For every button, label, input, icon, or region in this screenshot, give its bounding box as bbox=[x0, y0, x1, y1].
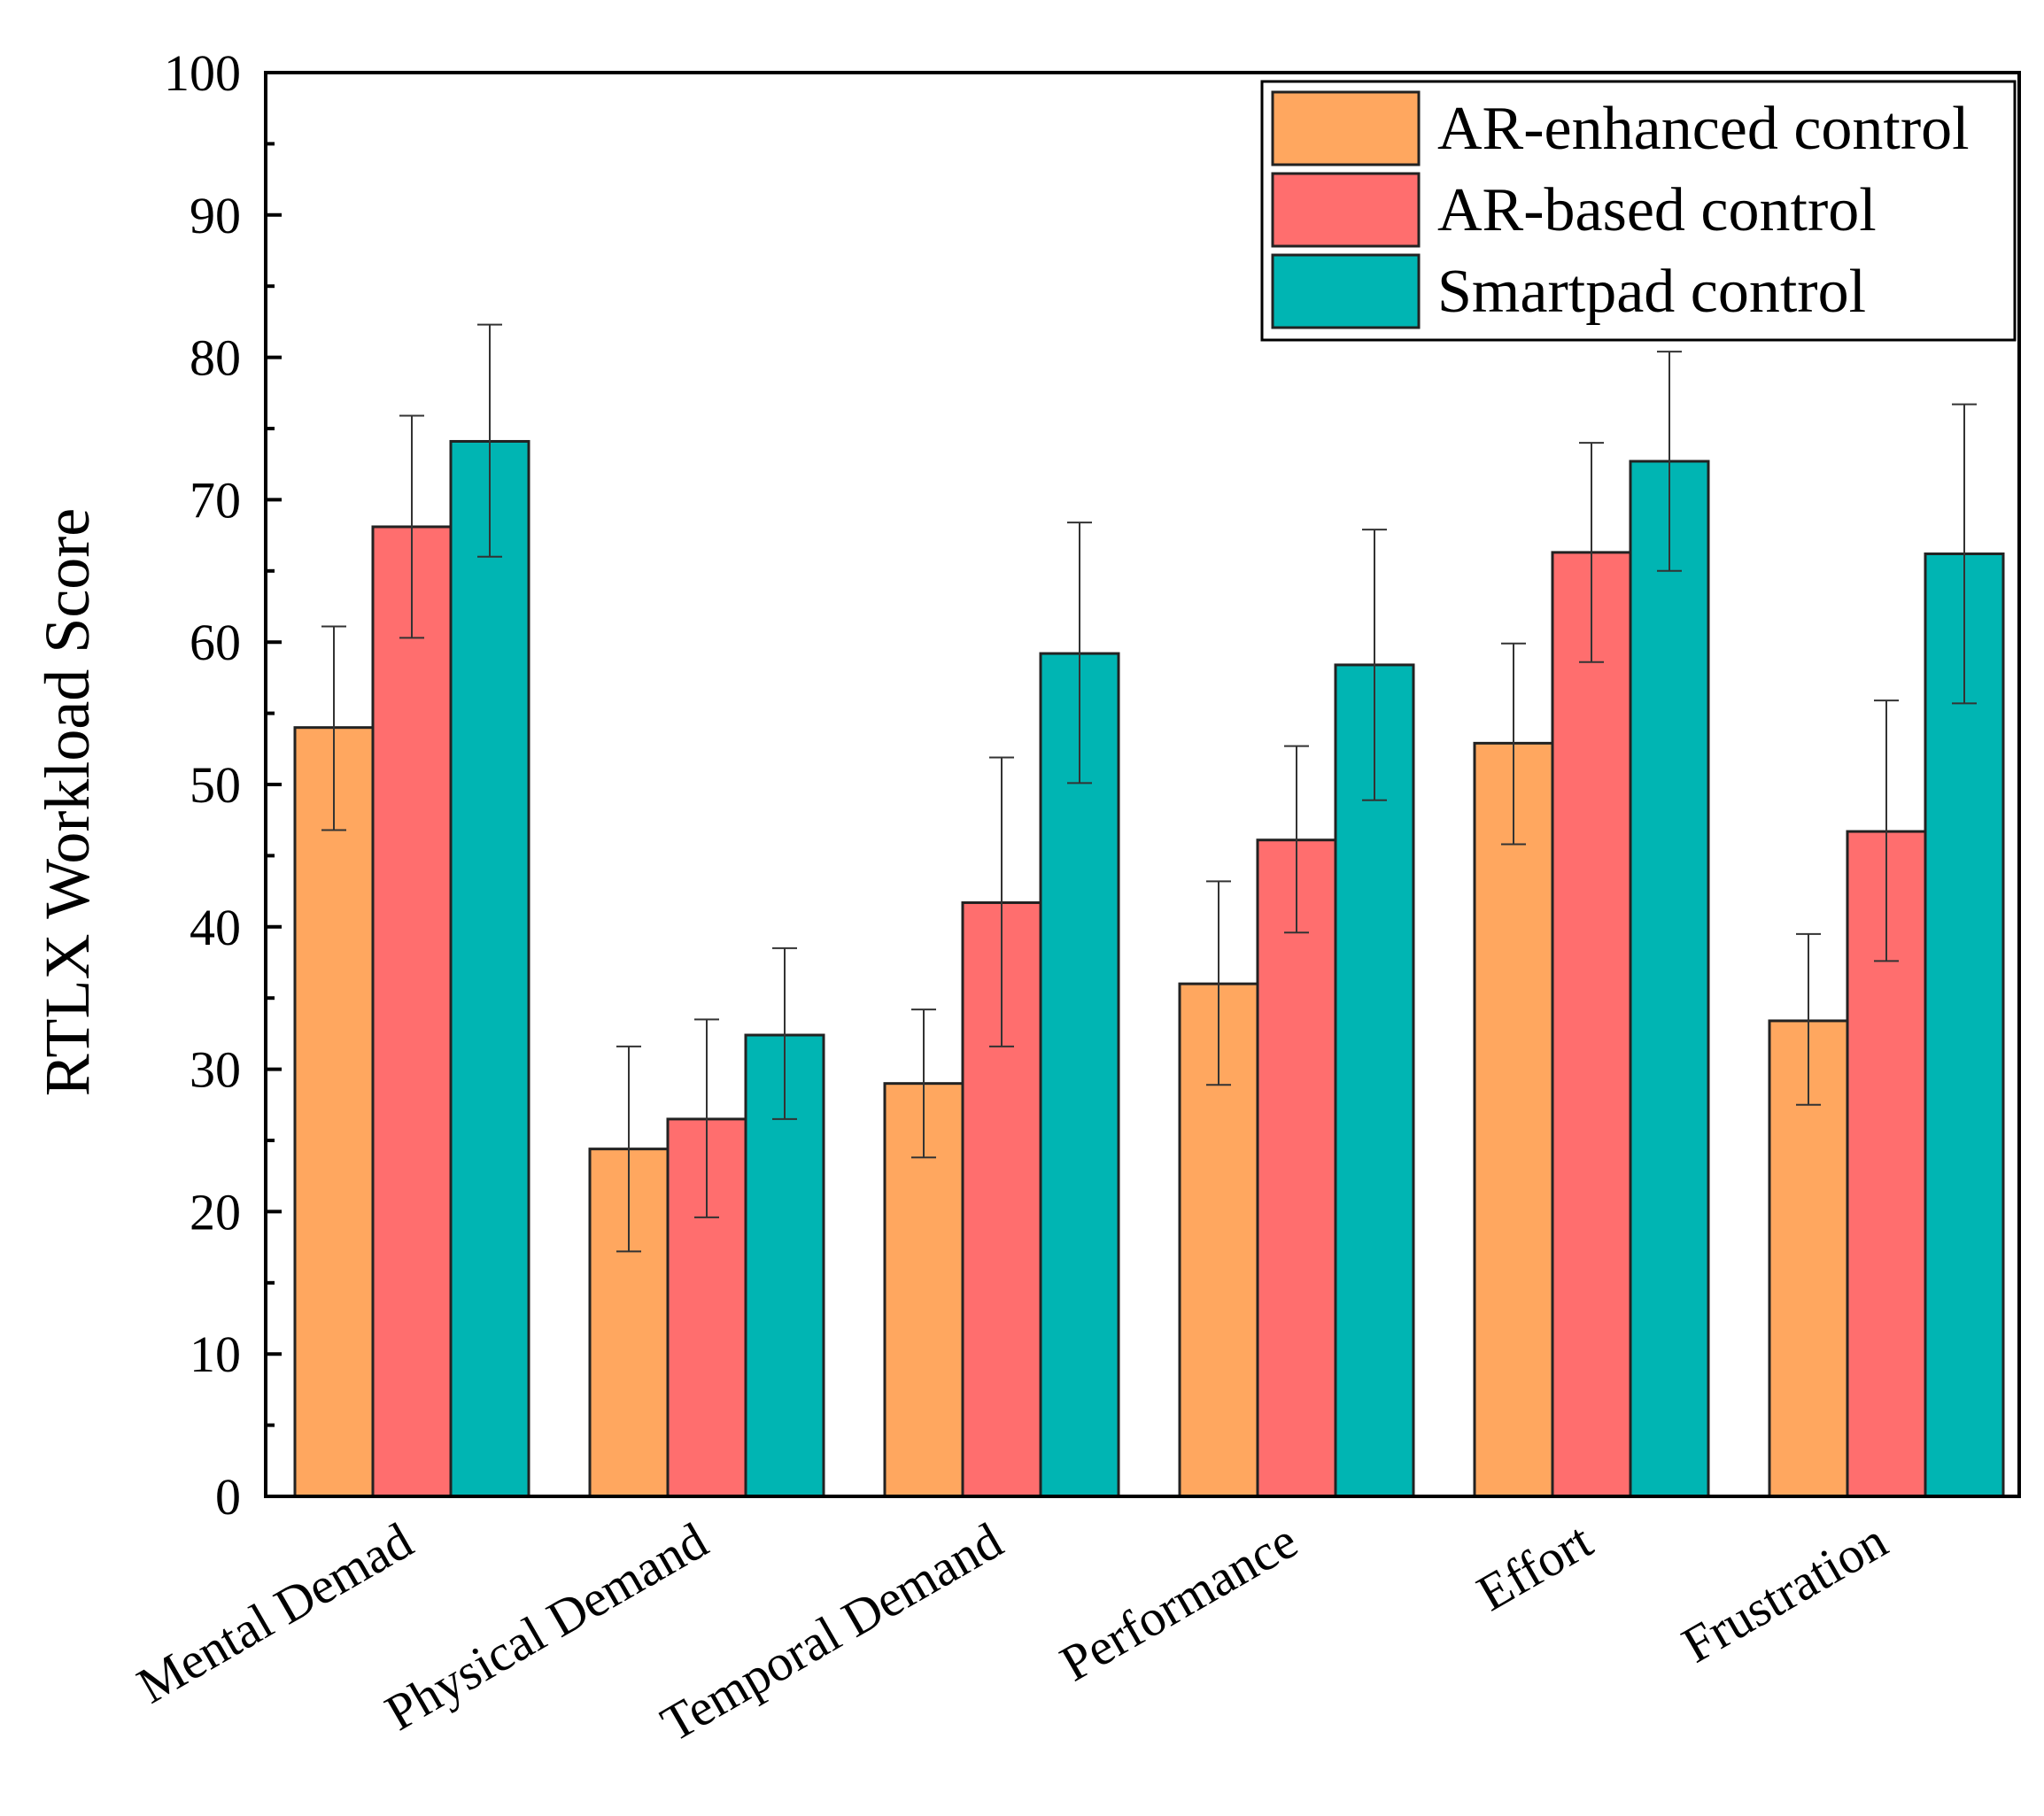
bar-1-4 bbox=[1551, 551, 1632, 1498]
y-tick-label: 90 bbox=[190, 187, 241, 244]
bar-1-0 bbox=[371, 525, 453, 1498]
legend-label-1: AR-based control bbox=[1437, 176, 1877, 244]
y-axis: 0 10 20 30 40 50 60 70 80 90 100 bbox=[164, 44, 282, 1526]
legend-swatch-2 bbox=[1271, 253, 1421, 329]
x-tick-label: Mental Demad bbox=[128, 1511, 422, 1714]
error-bars-layer bbox=[321, 323, 1977, 1253]
y-tick-label: 30 bbox=[190, 1041, 241, 1099]
y-tick-label: 70 bbox=[190, 471, 241, 529]
x-tick-label: Effort bbox=[1467, 1511, 1602, 1622]
legend-label-0: AR-enhanced control bbox=[1437, 95, 1970, 163]
y-tick-label: 0 bbox=[215, 1468, 241, 1526]
legend-swatch-0 bbox=[1271, 90, 1421, 166]
bar-0-0 bbox=[293, 726, 375, 1498]
bar-2-0 bbox=[449, 439, 530, 1498]
y-tick-label: 10 bbox=[190, 1325, 241, 1383]
bar-1-3 bbox=[1256, 838, 1337, 1498]
x-tick-label: Frustration bbox=[1673, 1511, 1897, 1674]
y-tick-label: 20 bbox=[190, 1183, 241, 1240]
x-tick-label: Performance bbox=[1050, 1511, 1306, 1692]
legend-label-2: Smartpad control bbox=[1437, 258, 1866, 326]
y-tick-label: 60 bbox=[190, 614, 241, 671]
y-axis-title: RTLX Workload Score bbox=[32, 508, 103, 1096]
bar-2-3 bbox=[1334, 663, 1415, 1498]
bar-2-5 bbox=[1924, 553, 2005, 1498]
y-tick-label: 40 bbox=[190, 899, 241, 956]
bar-2-4 bbox=[1629, 460, 1710, 1498]
bar-2-2 bbox=[1039, 652, 1120, 1498]
bars-layer bbox=[293, 439, 2005, 1498]
y-tick-label: 80 bbox=[190, 329, 241, 387]
y-tick-label: 100 bbox=[164, 44, 241, 102]
y-tick-label: 50 bbox=[190, 756, 241, 814]
legend-swatch-1 bbox=[1271, 172, 1421, 248]
bar-0-4 bbox=[1473, 741, 1554, 1498]
legend: AR-enhanced control AR-based control Smart… bbox=[1260, 80, 2017, 342]
